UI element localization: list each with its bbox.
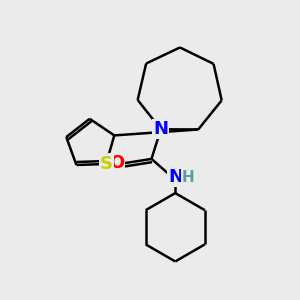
- Text: H: H: [182, 170, 194, 185]
- Text: O: O: [109, 154, 124, 172]
- Text: N: N: [168, 168, 183, 186]
- Text: N: N: [153, 120, 168, 138]
- Text: S: S: [100, 155, 112, 173]
